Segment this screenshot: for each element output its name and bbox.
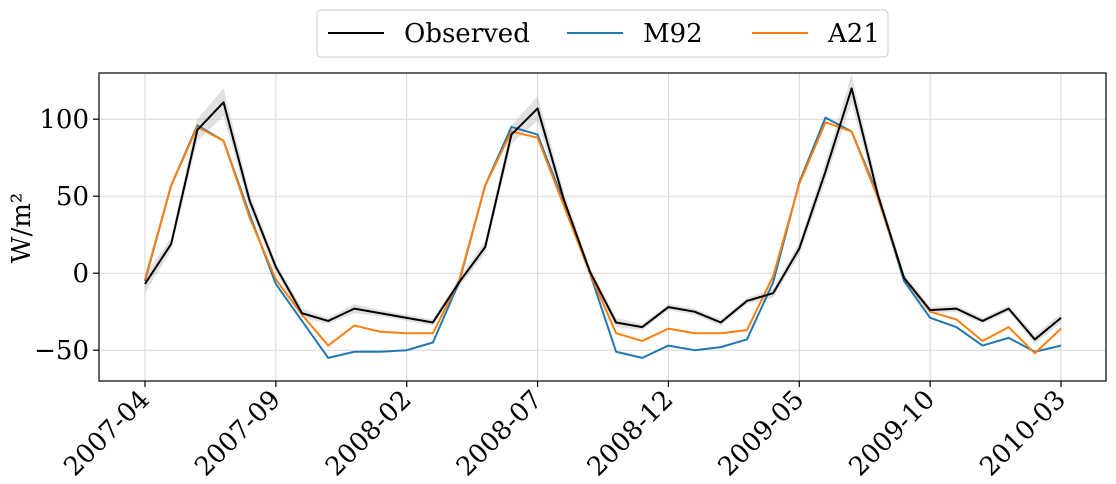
x-tick-label: 2009-10	[843, 385, 941, 483]
plot-frame	[98, 72, 1107, 382]
legend: Observed M92 A21	[316, 9, 889, 58]
y-tick-label: 50	[56, 182, 89, 212]
series-line-observed	[144, 87, 1062, 341]
grid-lines	[99, 73, 1106, 381]
observed-band	[145, 74, 1061, 345]
legend-label-a21: A21	[827, 19, 880, 49]
y-tick-label: 100	[39, 105, 89, 135]
x-tick-label: 2008-07	[451, 385, 549, 483]
y-axis: −50 0 50 100	[34, 105, 99, 366]
x-axis: 2007-04 2007-09 2008-02 2008-07 2008-12 2009-…	[58, 381, 1072, 482]
x-tick-label: 2007-09	[189, 385, 287, 483]
x-tick-label: 2007-04	[58, 385, 156, 483]
x-tick-label: 2010-03	[974, 385, 1072, 483]
y-tick-label: −50	[34, 336, 89, 366]
y-tick-label: 0	[72, 259, 89, 289]
series-line-m92	[144, 116, 1062, 359]
x-tick-label: 2008-12	[582, 385, 680, 483]
series-line-a21	[144, 121, 1062, 355]
x-tick-label: 2009-05	[713, 385, 811, 483]
y-axis-label: W/m²	[7, 193, 37, 264]
legend-label-m92: M92	[643, 19, 703, 49]
observed-uncertainty-band	[145, 74, 1061, 345]
series-lines	[144, 87, 1062, 359]
x-tick-label: 2008-02	[320, 385, 418, 483]
legend-label-observed: Observed	[404, 19, 530, 49]
